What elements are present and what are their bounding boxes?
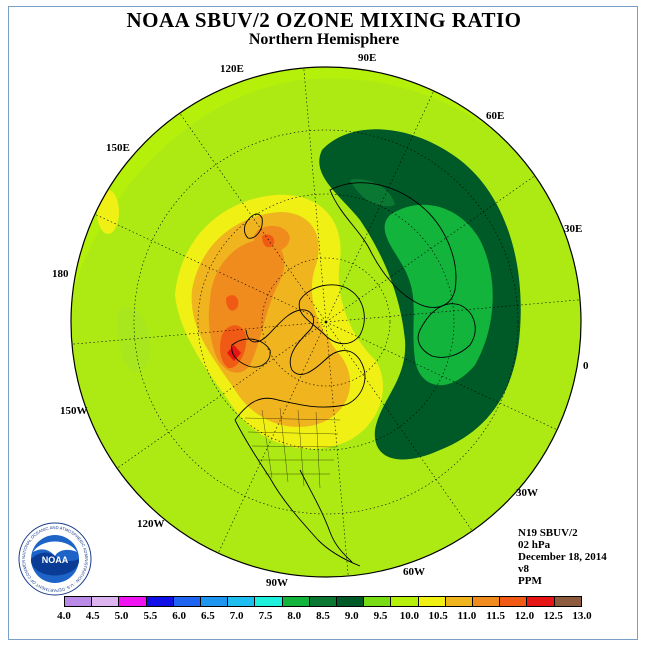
colorbar-segment bbox=[146, 597, 174, 606]
ozone-contour-12-0c bbox=[262, 234, 275, 248]
satellite-label: N19 SBUV/2 bbox=[518, 527, 578, 539]
colorbar-segment bbox=[309, 597, 338, 606]
meridian-line bbox=[179, 112, 327, 323]
coastline-greenland bbox=[298, 284, 365, 345]
lon-label-180: 180 bbox=[52, 268, 69, 280]
meridian-line bbox=[325, 321, 349, 577]
colorbar-segment bbox=[391, 597, 419, 606]
lon-label-30w: 30W bbox=[516, 487, 538, 499]
coastline-mexico bbox=[299, 469, 353, 563]
colorbar-segment bbox=[473, 597, 501, 606]
colorbar-tick-label: 7.5 bbox=[258, 610, 273, 622]
colorbar-segment bbox=[119, 597, 147, 606]
colorbar-segment bbox=[337, 597, 365, 606]
coastline-north-america bbox=[234, 309, 366, 567]
meridian-line bbox=[325, 321, 473, 532]
lon-label-150w: 150W bbox=[60, 405, 88, 417]
version-label: v8 bbox=[518, 563, 529, 575]
colorbar-tick-label: 10.0 bbox=[399, 610, 419, 622]
colorbar-segment bbox=[445, 597, 474, 606]
meridian-line bbox=[303, 67, 327, 323]
colorbar-tick-label: 4.5 bbox=[85, 610, 100, 622]
colorbar-segment bbox=[228, 597, 256, 606]
colorbar-segment bbox=[65, 597, 93, 606]
coastline-asia bbox=[329, 182, 457, 308]
figure-frame bbox=[8, 6, 638, 640]
colorbar-segment bbox=[364, 597, 392, 606]
coastline-europe bbox=[417, 303, 476, 358]
colorbar-segment bbox=[173, 597, 202, 606]
date-label: December 18, 2014 bbox=[518, 551, 607, 563]
colorbar-tick-label: 4.0 bbox=[57, 610, 71, 622]
colorbar-tick-label: 11.5 bbox=[486, 610, 505, 622]
lon-label-120w: 120W bbox=[137, 518, 165, 530]
meridian-line bbox=[325, 90, 435, 323]
map-subtitle: Northern Hemisphere bbox=[248, 31, 400, 48]
colorbar-tick-label: 11.0 bbox=[457, 610, 477, 622]
colorbar-tick-label: 6.5 bbox=[201, 610, 215, 622]
colorbar-tick-label: 12.0 bbox=[514, 610, 535, 622]
colorbar-segment bbox=[282, 597, 310, 606]
colorbar-tick-label: 8.5 bbox=[316, 610, 330, 622]
ozone-contour-8-5 bbox=[384, 204, 493, 386]
colorbar-tick-label: 5.5 bbox=[143, 610, 158, 622]
ozone-max-12-5 bbox=[227, 345, 241, 361]
colorbar-tick-label: 6.0 bbox=[172, 610, 186, 622]
logo-wordmark: NOAA bbox=[42, 555, 69, 565]
lon-label-60e: 60E bbox=[486, 110, 505, 122]
pressure-level-label: 02 hPa bbox=[518, 539, 551, 551]
colorbar-tick-label: 9.0 bbox=[344, 610, 359, 622]
noaa-logo: NOAA NATIONAL OCEANIC AND ATMOSPHERIC AD… bbox=[18, 522, 92, 596]
colorbar-tick-label: 5.0 bbox=[114, 610, 129, 622]
meridian-line bbox=[325, 321, 558, 431]
lon-label-90e: 90E bbox=[358, 52, 377, 64]
longitude-lines bbox=[71, 67, 581, 577]
meridian-line bbox=[325, 299, 581, 323]
lon-label-150e: 150E bbox=[106, 142, 130, 154]
colorbar-tick-label: 10.5 bbox=[428, 610, 448, 622]
colorbar-tick-label: 8.0 bbox=[287, 610, 302, 622]
ozone-contour-9-0b bbox=[350, 179, 395, 207]
coastline-japan bbox=[244, 213, 263, 239]
coastline-alaska bbox=[231, 338, 271, 368]
lon-label-90w: 90W bbox=[266, 577, 288, 589]
colorbar-segment bbox=[92, 597, 120, 606]
colorbar-tick-label: 12.5 bbox=[543, 610, 563, 622]
ozone-contour-12-0b bbox=[226, 295, 239, 311]
ozone-contour-9-5-west bbox=[117, 307, 150, 372]
map-title: NOAA SBUV/2 OZONE MIXING RATIO bbox=[126, 8, 522, 32]
ozone-contour-10-5-west bbox=[97, 190, 119, 234]
lon-label-60w: 60W bbox=[403, 566, 425, 578]
latitude-circles bbox=[133, 129, 519, 515]
colorbar-segment bbox=[500, 597, 528, 606]
meridian-line bbox=[116, 321, 327, 469]
hemisphere-boundary bbox=[70, 66, 582, 578]
meridian-line bbox=[71, 321, 327, 345]
coastlines bbox=[231, 182, 476, 567]
colorbar-segment bbox=[527, 597, 555, 606]
meridian-line bbox=[325, 175, 536, 323]
lon-label-120e: 120E bbox=[220, 63, 244, 75]
meridian-line bbox=[217, 321, 327, 554]
colorbar-tick-label: 7.0 bbox=[229, 610, 244, 622]
colorbar bbox=[64, 596, 582, 607]
colorbar-tick-label: 9.5 bbox=[373, 610, 388, 622]
colorbar-segment bbox=[554, 597, 581, 606]
units-label: PPM bbox=[518, 575, 542, 587]
lon-label-0: 0 bbox=[583, 360, 589, 372]
colorbar-segment bbox=[255, 597, 283, 606]
us-state-lines bbox=[244, 407, 341, 489]
colorbar-tick-label: 13.0 bbox=[572, 610, 592, 622]
meridian-line bbox=[94, 213, 327, 323]
lon-label-30e: 30E bbox=[564, 223, 583, 235]
colorbar-segment bbox=[418, 597, 446, 606]
colorbar-segment bbox=[201, 597, 229, 606]
